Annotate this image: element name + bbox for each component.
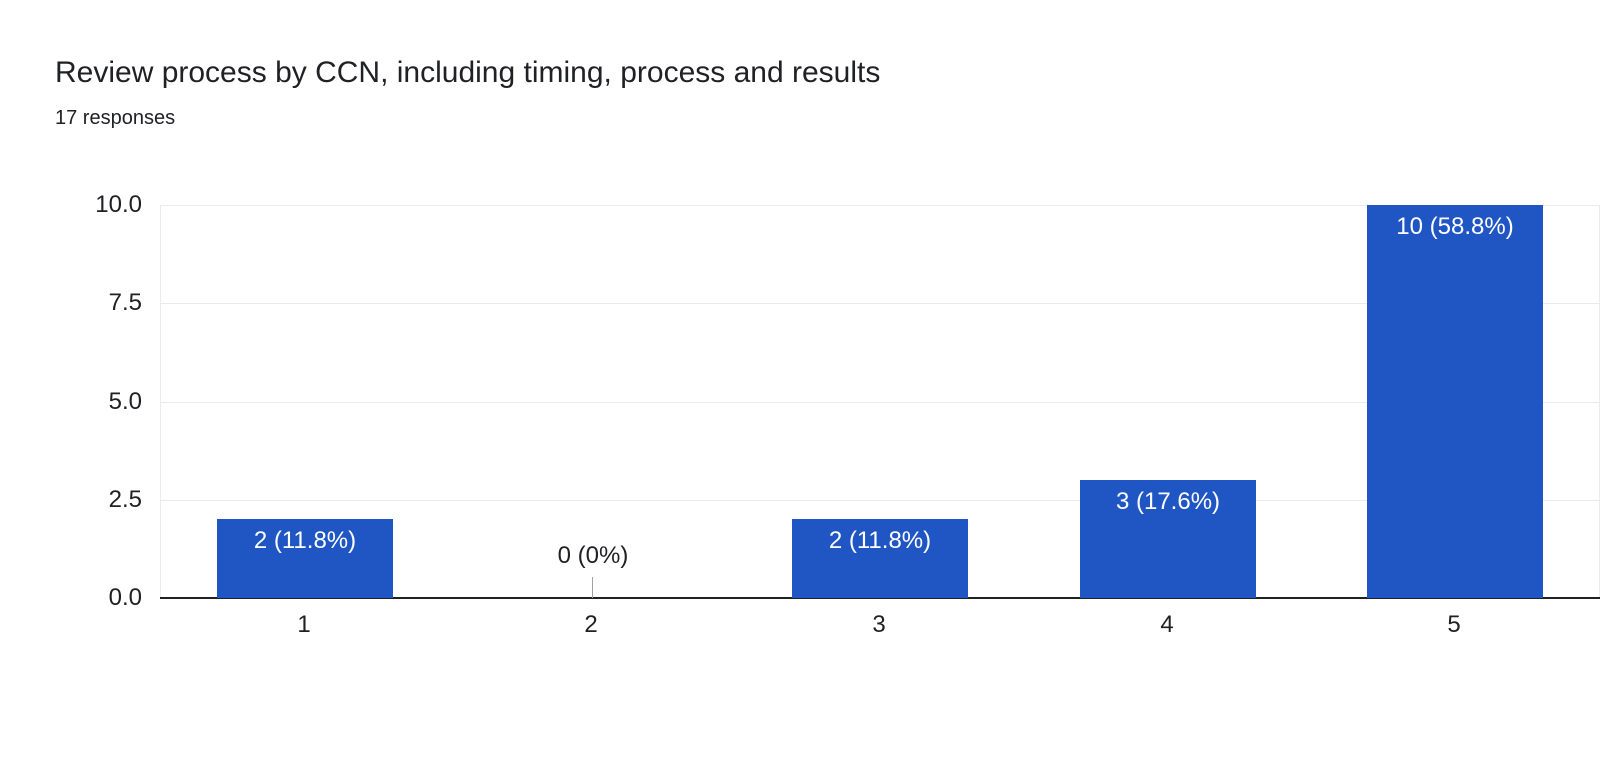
x-tick-label: 5 — [1447, 611, 1461, 638]
x-tick-label: 2 — [584, 611, 598, 638]
bar-category-5[interactable]: 10 (58.8%) — [1367, 205, 1543, 598]
y-tick-label: 0.0 — [108, 584, 142, 611]
bar-value-label: 2 (11.8%) — [828, 527, 932, 554]
bar-category-4[interactable]: 3 (17.6%) — [1080, 480, 1256, 598]
y-tick-label: 5.0 — [108, 387, 142, 415]
x-tick-label: 4 — [1160, 611, 1174, 638]
y-tick-label: 10.0 — [95, 191, 142, 218]
y-tick-label: 7.5 — [108, 289, 142, 317]
grid-line — [161, 499, 1599, 501]
bar-value-label: 0 (0%) — [557, 542, 629, 569]
grid-line — [161, 303, 1599, 305]
x-axis-line — [160, 597, 1600, 599]
bar-category-3[interactable]: 2 (11.8%) — [792, 519, 968, 598]
plot-area: 2 (11.8%) 0 (0%) 2 (11.8%) 3 (17.6%) 10 (58.… — [160, 205, 1600, 599]
x-tick-label: 3 — [872, 611, 886, 638]
zero-value-stem — [592, 577, 593, 598]
chart-title: Review process by CCN, including timing,… — [55, 56, 881, 89]
x-tick-label: 1 — [297, 611, 311, 638]
y-tick-label: 2.5 — [108, 485, 142, 513]
grid-line — [161, 205, 1599, 206]
response-count: 17 responses — [55, 107, 176, 129]
grid-line — [161, 401, 1599, 403]
bar-category-1[interactable]: 2 (11.8%) — [217, 519, 393, 598]
bar-value-label: 10 (58.8%) — [1396, 213, 1514, 240]
bar-value-label: 2 (11.8%) — [253, 527, 357, 554]
bar-value-label: 3 (17.6%) — [1115, 488, 1221, 515]
